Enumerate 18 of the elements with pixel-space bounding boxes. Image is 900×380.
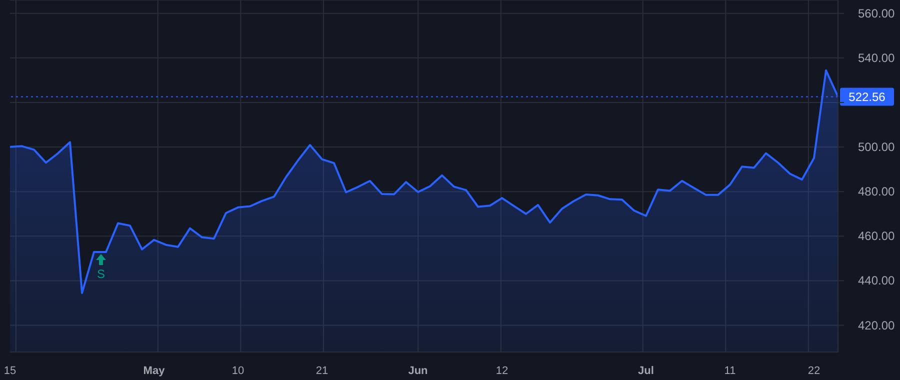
y-tick-label: 440.00 bbox=[858, 274, 896, 288]
y-tick-label: 500.00 bbox=[858, 140, 896, 154]
x-tick-label: 10 bbox=[232, 365, 244, 377]
x-tick-label: Jun bbox=[408, 365, 428, 377]
x-tick-label: May bbox=[143, 365, 166, 377]
y-tick-label: 460.00 bbox=[858, 229, 896, 244]
x-tick-label: 12 bbox=[496, 365, 508, 377]
y-tick-label: 480.00 bbox=[858, 184, 896, 199]
y-tick-label: 560.00 bbox=[858, 6, 896, 20]
y-tick-label: 540.00 bbox=[858, 50, 896, 65]
x-tick-label: 21 bbox=[316, 365, 328, 377]
x-tick-label: 22 bbox=[808, 365, 820, 377]
ref-line-label: 522.56 bbox=[848, 90, 886, 104]
x-tick-label: Jul bbox=[638, 365, 654, 377]
x-tick-label: 15 bbox=[4, 365, 16, 377]
x-tick-label: 11 bbox=[724, 365, 736, 377]
y-tick-label: 420.00 bbox=[858, 318, 896, 332]
annotation: S bbox=[96, 267, 106, 281]
